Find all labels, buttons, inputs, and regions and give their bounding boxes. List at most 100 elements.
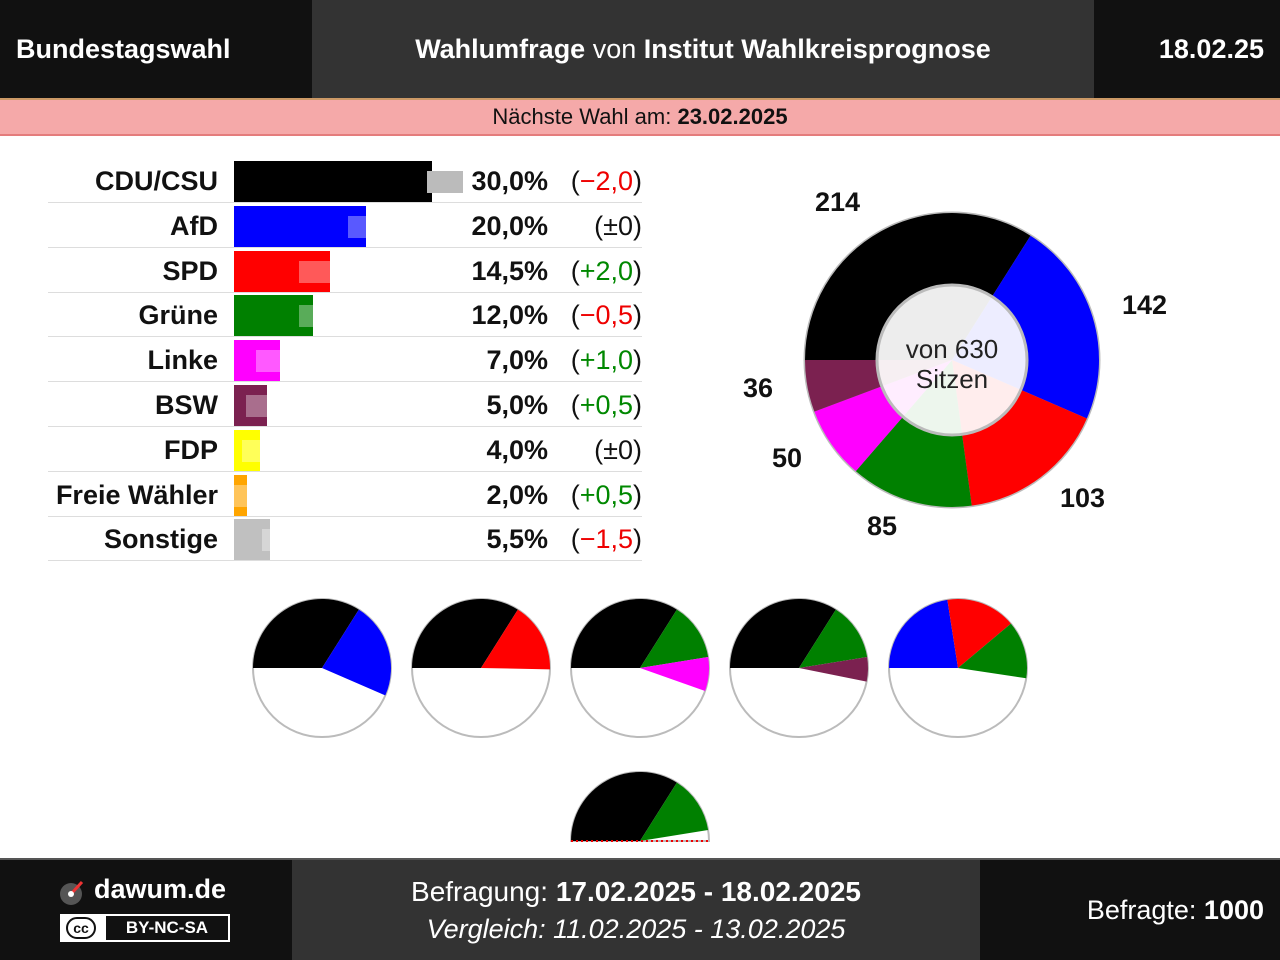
coalition-slice	[640, 782, 709, 841]
seat-count-label: 36	[743, 373, 774, 403]
party-row: Grüne 12,0% (−0,5)	[48, 293, 642, 338]
coalition-slice	[799, 609, 868, 668]
party-change: (±0)	[594, 434, 642, 465]
party-value: 20,0%	[471, 210, 548, 241]
next-election-date: 23.02.2025	[677, 104, 788, 129]
previous-value-marker	[255, 350, 292, 373]
respondents: Befragte: 1000	[980, 858, 1280, 960]
seat-total-line1: von 630	[905, 334, 999, 364]
coalition-slice	[481, 609, 550, 670]
party-value: 4,0%	[486, 434, 548, 465]
party-row: AfD 20,0% (±0)	[48, 204, 642, 248]
comparison-range: Vergleich: 11.02.2025 - 13.02.2025	[426, 914, 846, 944]
previous-value-marker	[298, 305, 335, 328]
poll-title: Wahlumfrage von Institut Wahlkreisprogno…	[312, 0, 1094, 98]
change-number: +0,5	[579, 390, 633, 420]
seat-total-line2: Sitzen	[915, 364, 989, 394]
seat-distribution-donut	[803, 211, 1101, 509]
party-value: 5,5%	[486, 524, 548, 555]
change-number: ±0	[603, 210, 633, 241]
party-value: 14,5%	[471, 255, 548, 286]
party-row: CDU/CSU 30,0% (−2,0)	[48, 159, 642, 203]
license-badge[interactable]: cc BY-NC-SA	[60, 914, 230, 942]
respondents-count: 1000	[1203, 895, 1264, 925]
coalition-pie-outline	[252, 598, 392, 738]
party-bar	[234, 161, 432, 202]
previous-value-marker	[348, 215, 384, 238]
party-value: 5,0%	[486, 390, 548, 420]
party-name: Grüne	[138, 300, 218, 331]
party-change: (−0,5)	[570, 300, 642, 331]
seat-count-label: 50	[772, 443, 803, 473]
coalition-slice	[799, 657, 868, 682]
party-name: Freie Wähler	[55, 479, 218, 510]
header: Bundestagswahl Wahlumfrage von Institut …	[0, 0, 1280, 98]
seat-total-label: von 630 Sitzen	[877, 334, 1027, 394]
change-number: ±0	[603, 434, 633, 465]
party-bar	[234, 519, 271, 561]
coalition-pie-outline	[729, 598, 869, 738]
seat-count-label: 214	[815, 187, 861, 217]
coalition-slice	[947, 599, 1011, 668]
party-change: (−1,5)	[570, 524, 642, 555]
survey-range: 17.02.2025 - 18.02.2025	[555, 876, 861, 907]
coalition-pie-outline	[888, 598, 1028, 738]
party-row: SPD 14,5% (+2,0)	[48, 249, 642, 293]
party-change: (+1,0)	[570, 345, 642, 376]
seat-count-label: 85	[867, 511, 898, 541]
previous-value-marker	[245, 395, 282, 417]
change-number: +1,0	[579, 345, 633, 376]
seat-count-label: 103	[1060, 483, 1106, 513]
previous-value-marker	[225, 484, 262, 507]
previous-value-marker	[298, 260, 335, 283]
party-bar	[234, 385, 267, 426]
party-name: SPD	[162, 255, 218, 286]
party-change: (±0)	[594, 210, 642, 241]
change-number: −0,5	[579, 300, 633, 331]
election-title: Bundestagswahl	[0, 0, 312, 98]
poll-title-von: von	[585, 34, 644, 64]
donut-hole	[875, 283, 1029, 437]
party-row: Freie Wähler 2,0% (+0,5)	[48, 473, 642, 517]
coalition-slice	[571, 772, 677, 841]
brand-link[interactable]: dawum.de	[94, 874, 227, 904]
coalition-slice	[640, 657, 709, 691]
party-name: FDP	[164, 434, 218, 465]
poll-title-word: Wahlumfrage	[415, 34, 586, 64]
party-bar	[234, 295, 314, 337]
seat-count-label: 142	[1122, 290, 1168, 320]
dawum-logo-icon	[60, 880, 84, 905]
previous-value-marker	[242, 439, 279, 462]
respondents-label: Befragte:	[1086, 895, 1204, 925]
poll-date: 18.02.25	[1094, 0, 1280, 98]
cc-icon: cc	[66, 917, 96, 939]
party-change: (+2,0)	[570, 255, 642, 286]
party-name: Sonstige	[103, 524, 218, 555]
next-election-banner: Nächste Wahl am: 23.02.2025	[0, 98, 1280, 136]
party-row: BSW 5,0% (+0,5)	[48, 383, 642, 427]
survey-label: Befragung:	[411, 876, 556, 907]
party-value: 12,0%	[471, 300, 548, 331]
party-bar	[234, 340, 281, 382]
footer-brand-area: dawum.de cc BY-NC-SA	[0, 858, 292, 960]
coalition-pie-outline	[411, 598, 551, 738]
coalition-slice	[253, 599, 359, 668]
party-row: Linke 7,0% (+1,0)	[48, 338, 642, 383]
party-row: FDP 4,0% (±0)	[48, 428, 642, 472]
party-change: (+0,5)	[570, 479, 642, 510]
license-label: BY-NC-SA	[106, 916, 228, 940]
coalition-slice	[730, 599, 836, 668]
party-bar	[234, 205, 366, 247]
coalition-slice	[640, 609, 709, 668]
change-number: +0,5	[579, 479, 633, 510]
footer: dawum.de cc BY-NC-SA Befragung: 17.02.20…	[0, 858, 1280, 960]
party-bar	[234, 474, 248, 516]
party-value: 7,0%	[486, 345, 548, 376]
coalition-slice	[958, 623, 1027, 679]
party-change: (−2,0)	[570, 166, 642, 196]
change-number: +2,0	[579, 255, 633, 286]
party-bar	[234, 429, 261, 471]
party-value: 2,0%	[486, 479, 548, 510]
change-number: −1,5	[579, 524, 633, 555]
party-name: AfD	[170, 210, 218, 241]
